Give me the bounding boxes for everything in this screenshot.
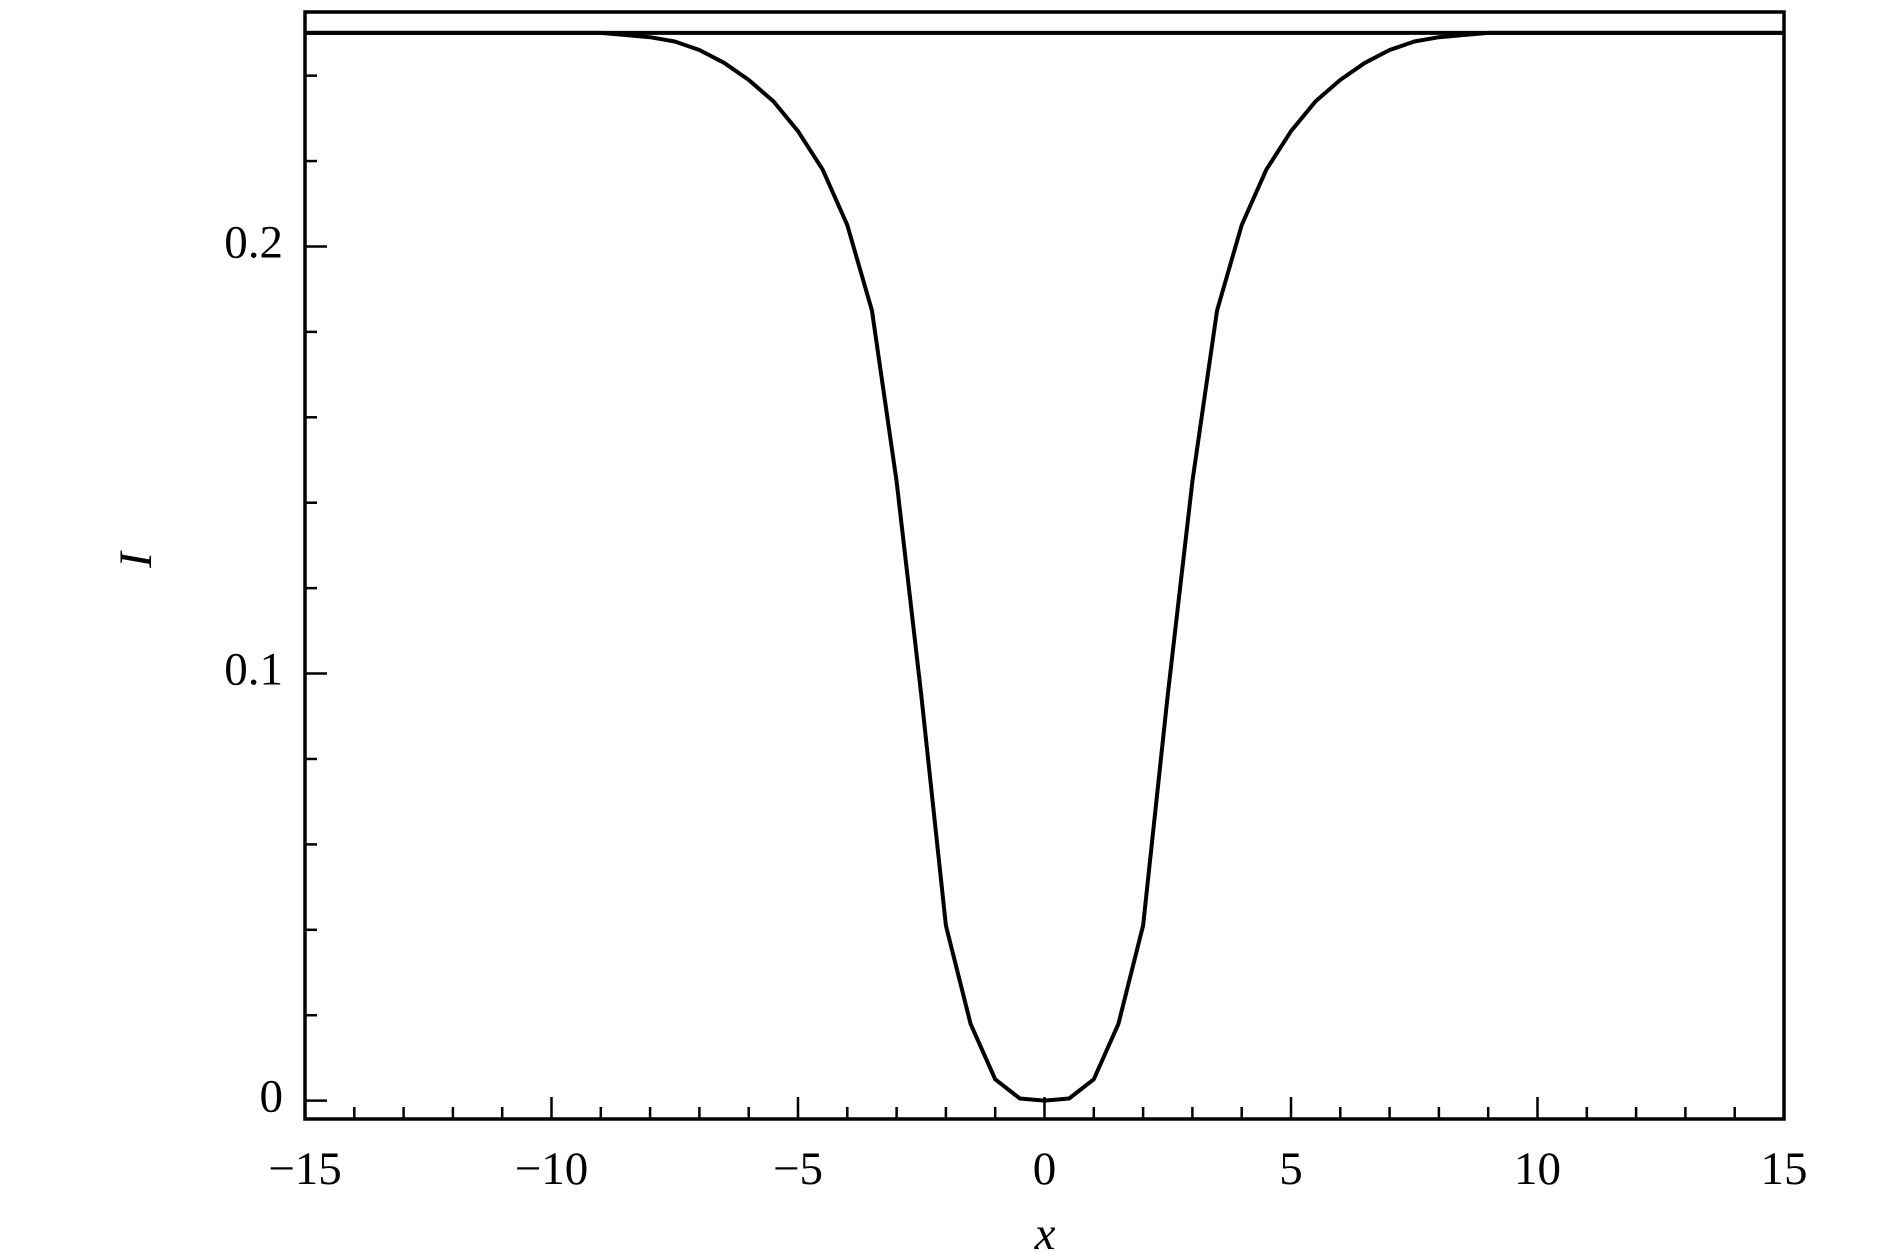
x-tick-label: −15 [268,1143,342,1195]
data-line [305,30,1784,1103]
y-tick-label: 0.2 [224,216,283,268]
y-axis-label: I [110,550,162,569]
y-tick-label: 0.1 [224,643,283,695]
x-tick-label: 5 [1279,1143,1303,1195]
plot-frame [303,10,1786,1121]
y-tick-label: 0 [260,1070,284,1122]
x-tick-label: 15 [1761,1143,1808,1195]
x-tick-label: −5 [773,1143,823,1195]
x-tick-label: 0 [1033,1143,1057,1195]
x-tick-label: −10 [515,1143,589,1195]
x-axis-label: x [1034,1208,1056,1252]
x-tick-label: 10 [1514,1143,1561,1195]
